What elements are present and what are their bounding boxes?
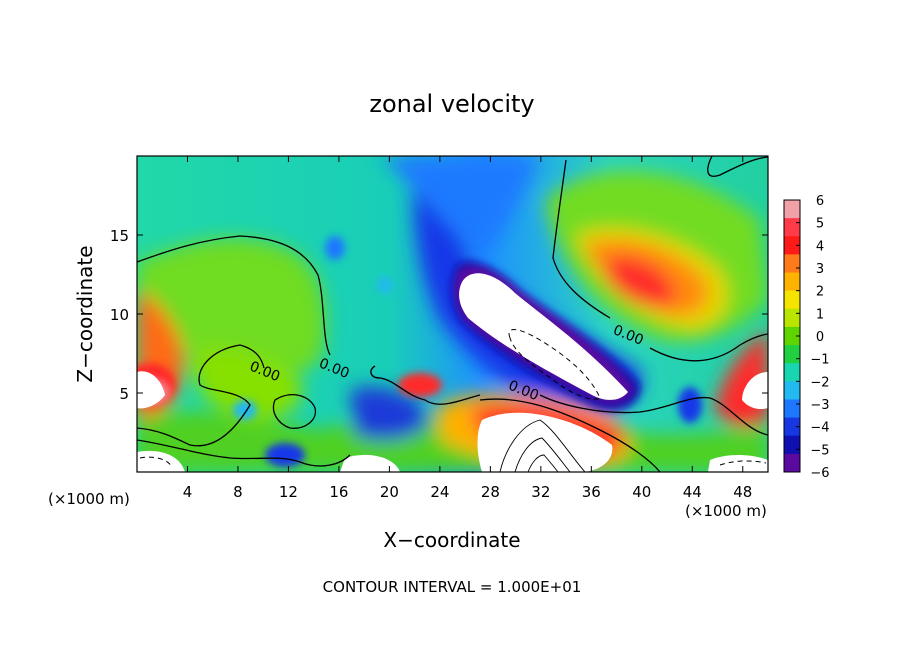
x-tick-label: 40 <box>632 483 651 501</box>
x-unit-left: (×1000 m) <box>48 490 130 508</box>
x-tick-label: 32 <box>531 483 550 501</box>
colorbar-tick-label: 6 <box>816 194 824 209</box>
colorbar-tick-label: 3 <box>816 262 824 277</box>
colorbar-swatch <box>784 272 800 292</box>
white-bottom-mid <box>340 454 400 472</box>
x-axis: 4 8 12 16 20 24 28 32 36 40 44 48 <box>183 156 752 501</box>
colorbar-swatch <box>784 363 800 382</box>
x-tick-label: 24 <box>430 483 449 501</box>
colorbar-swatch <box>784 254 800 274</box>
blue-spot-d <box>265 443 305 467</box>
colorbar-tick-label: −1 <box>810 353 829 368</box>
contour-negative-bottom-right <box>719 460 767 466</box>
cyan-spot-e <box>233 400 257 420</box>
white-right-surface <box>742 372 768 410</box>
colorbar-swatch <box>784 290 800 310</box>
y-tick-label: 15 <box>110 227 129 245</box>
x-tick-label: 36 <box>582 483 601 501</box>
colorbar-swatch <box>784 308 800 328</box>
contour-zero-mid-left <box>137 344 265 447</box>
contour-interval-footer: CONTOUR INTERVAL = 1.000E+01 <box>323 578 582 596</box>
colorbar-swatch <box>784 417 800 437</box>
x-unit-right: (×1000 m) <box>685 502 767 520</box>
colorbar-swatch <box>784 218 800 237</box>
contour-negative-bottom-left <box>139 456 173 469</box>
colorbar-tick-label: 5 <box>816 217 824 232</box>
colorbar-tick-label: 0 <box>816 330 824 345</box>
contour-zero-mid-right <box>370 365 481 405</box>
colorbar-swatch <box>784 236 800 255</box>
white-near-surface <box>477 412 613 472</box>
y-axis-label: Z−coordinate <box>73 245 97 382</box>
colorbar-swatch <box>784 399 800 419</box>
colorbar-tick-label: −4 <box>810 421 829 436</box>
red-max-right <box>605 256 675 308</box>
x-tick-label: 44 <box>683 483 702 501</box>
blue-lower-mid <box>350 386 430 440</box>
colorbar-tick-label: −2 <box>810 375 829 390</box>
colorbar-tick-label: −6 <box>810 466 829 481</box>
colorbar-tick-label: −5 <box>810 443 829 458</box>
contour-zero-closed <box>272 394 317 429</box>
y-axis: 5 10 15 <box>110 227 768 403</box>
y-tick-label: 5 <box>119 385 129 403</box>
x-tick-label: 16 <box>329 483 348 501</box>
colorbar-tick-label: 1 <box>816 307 824 322</box>
contour-zero-lower <box>539 394 768 436</box>
red-mid-patch <box>398 373 442 397</box>
blue-upper <box>380 156 540 260</box>
x-axis-label: X−coordinate <box>383 528 520 552</box>
contour-zero-upper-left <box>137 235 331 356</box>
x-tick-label: 48 <box>733 483 752 501</box>
chart-title: zonal velocity <box>369 90 534 118</box>
zero-contours <box>137 156 768 472</box>
white-left-surface <box>137 371 165 409</box>
contour-zero-near-surface <box>479 398 661 472</box>
colorbar-swatch <box>784 435 800 455</box>
colorbar: 6 5 4 3 2 1 0 −1 −2 −3 −4 −5 −6 <box>783 194 830 481</box>
x-tick-label: 4 <box>183 483 193 501</box>
x-tick-label: 20 <box>380 483 399 501</box>
green-region-upper-left <box>137 238 326 375</box>
colorbar-swatch <box>784 200 800 219</box>
white-bottom-right <box>708 455 768 472</box>
contour-zero-top-right <box>707 156 768 177</box>
x-tick-label: 28 <box>481 483 500 501</box>
blue-spot-b <box>377 277 393 293</box>
negative-contours <box>139 329 767 469</box>
x-tick-label: 12 <box>279 483 298 501</box>
colorbar-tick-label: 4 <box>816 239 824 254</box>
x-tick-label: 8 <box>233 483 243 501</box>
colorbar-tick-label: −3 <box>810 398 829 413</box>
contour-zero-surface-left <box>137 439 351 467</box>
white-core-jet <box>459 273 628 400</box>
contour-positive-a <box>499 419 586 472</box>
contour-negative-core <box>508 329 601 400</box>
blue-spot-c <box>678 387 702 423</box>
blue-spot-a <box>325 236 345 260</box>
y-tick-label: 10 <box>110 306 129 324</box>
contour-zero-right-upper <box>552 159 611 319</box>
colorbar-swatch <box>784 326 800 346</box>
colorbar-swatch <box>784 453 800 473</box>
white-bottom-left <box>137 450 185 472</box>
colorbar-swatch <box>784 345 800 364</box>
contour-zero-right-lower <box>649 333 768 362</box>
positive-contours <box>499 419 586 472</box>
colorbar-tick-label: 2 <box>816 285 824 300</box>
contour-positive-c <box>527 454 559 472</box>
velocity-field <box>137 156 768 472</box>
contour-positive-b <box>514 437 571 472</box>
colorbar-swatch <box>784 381 800 400</box>
